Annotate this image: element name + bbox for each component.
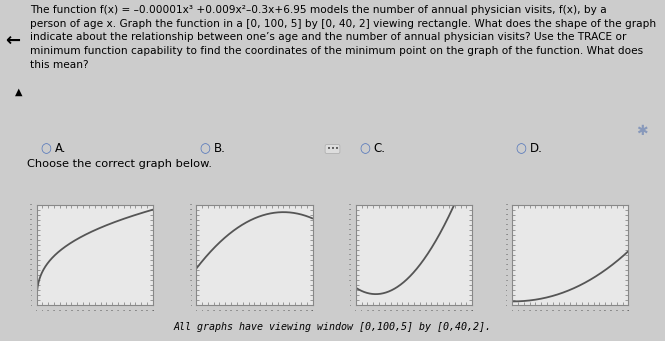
Text: C.: C. — [374, 142, 386, 155]
Text: ✱: ✱ — [636, 124, 648, 138]
Text: ▲: ▲ — [15, 87, 22, 97]
Text: •••: ••• — [327, 146, 338, 152]
Text: ←: ← — [5, 32, 21, 50]
Text: Choose the correct graph below.: Choose the correct graph below. — [27, 159, 211, 169]
Text: D.: D. — [530, 142, 543, 155]
Text: The function f(x) = –0.00001x³ +0.009x²–0.3x+6.95 models the number of annual ph: The function f(x) = –0.00001x³ +0.009x²–… — [30, 5, 656, 70]
Text: ○: ○ — [200, 142, 210, 155]
Text: A.: A. — [55, 142, 66, 155]
Text: All graphs have viewing window [0,100,5] by [0,40,2].: All graphs have viewing window [0,100,5]… — [174, 322, 491, 332]
Text: B.: B. — [214, 142, 226, 155]
Text: ○: ○ — [515, 142, 526, 155]
Text: ○: ○ — [359, 142, 370, 155]
Text: ○: ○ — [40, 142, 51, 155]
